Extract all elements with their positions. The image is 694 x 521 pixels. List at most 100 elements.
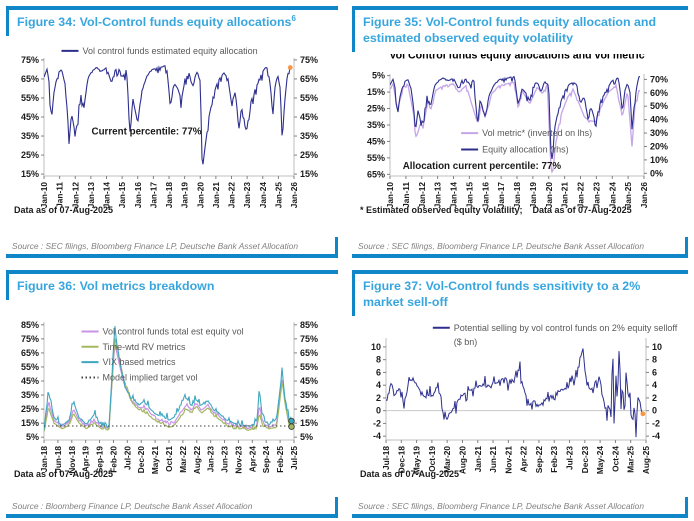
svg-text:75%: 75%: [21, 334, 39, 344]
svg-text:Jan-23: Jan-23: [242, 182, 252, 209]
svg-text:45%: 45%: [21, 112, 39, 122]
svg-text:5%: 5%: [300, 432, 313, 442]
panel-top-rule: [352, 6, 688, 10]
svg-text:Vol metric* (inverted on lhs): Vol metric* (inverted on lhs): [482, 128, 592, 138]
svg-text:35%: 35%: [367, 120, 385, 130]
figure-34-title: Figure 34: Vol-Control funds equity allo…: [6, 10, 338, 37]
svg-text:Jan-17: Jan-17: [148, 182, 158, 209]
svg-text:Jan-20: Jan-20: [195, 182, 205, 209]
svg-text:Aug-25: Aug-25: [641, 446, 651, 475]
svg-text:Jan-10: Jan-10: [39, 182, 49, 209]
svg-text:5%: 5%: [372, 71, 385, 81]
svg-text:Jun-18: Jun-18: [53, 446, 63, 473]
svg-text:Feb-23: Feb-23: [549, 446, 559, 473]
panel-bottom-rule: [6, 254, 338, 258]
footnote-and-data-note: * Estimated observed equity volatility; …: [360, 205, 632, 216]
svg-text:Feb-20: Feb-20: [108, 446, 118, 473]
svg-text:2: 2: [376, 393, 381, 403]
svg-text:15%: 15%: [300, 169, 318, 179]
footnote-marker: 6: [291, 14, 296, 23]
svg-text:40%: 40%: [650, 115, 668, 125]
svg-text:Jan-18: Jan-18: [164, 182, 174, 209]
svg-text:8: 8: [652, 355, 657, 365]
svg-text:Jun-23: Jun-23: [220, 446, 230, 473]
svg-text:55%: 55%: [300, 362, 318, 372]
source-line: Source : Bloomberg Finance LP, Deutsche …: [6, 497, 338, 514]
svg-text:85%: 85%: [21, 320, 39, 330]
svg-text:Apr-19: Apr-19: [81, 446, 91, 473]
svg-text:Jan-26: Jan-26: [289, 182, 299, 209]
svg-text:Vol control funds total est eq: Vol control funds total est equity vol: [103, 327, 244, 337]
svg-text:10%: 10%: [650, 155, 668, 165]
svg-text:($ bn): ($ bn): [454, 337, 478, 347]
svg-text:Jan-18: Jan-18: [39, 446, 49, 473]
svg-text:Jan-14: Jan-14: [449, 182, 459, 209]
svg-text:Sep-24: Sep-24: [261, 446, 271, 474]
svg-text:60%: 60%: [650, 88, 668, 98]
source-text: Source : SEC filings, Bloomberg Finance …: [12, 241, 298, 251]
svg-text:Jan-24: Jan-24: [258, 182, 268, 209]
svg-text:5%: 5%: [26, 432, 39, 442]
svg-text:Dec-18: Dec-18: [396, 446, 406, 474]
figure-35-title-text: Figure 35: Vol-Control funds equity allo…: [363, 15, 657, 46]
svg-text:Vol Control funds equity alloc: Vol Control funds equity allocations and…: [389, 54, 644, 62]
svg-text:-4: -4: [373, 431, 381, 441]
data-as-of-note: Data as of 07-Aug-2025: [14, 469, 114, 480]
panel-bottom-rule: [352, 514, 688, 518]
svg-text:Aug-20: Aug-20: [457, 446, 467, 475]
svg-text:Jan-13: Jan-13: [433, 182, 443, 209]
svg-text:Sep-22: Sep-22: [534, 446, 544, 474]
svg-text:Nov-23: Nov-23: [233, 446, 243, 474]
svg-text:45%: 45%: [21, 376, 39, 386]
svg-text:Jan-13: Jan-13: [86, 182, 96, 209]
svg-text:4: 4: [376, 380, 381, 390]
svg-text:35%: 35%: [300, 131, 318, 141]
source-text: Source : SEC filings, Bloomberg Finance …: [358, 501, 644, 511]
svg-text:May-21: May-21: [150, 446, 160, 475]
svg-text:Current percentile: 77%: Current percentile: 77%: [92, 127, 202, 138]
svg-text:45%: 45%: [300, 112, 318, 122]
svg-text:Apr-24: Apr-24: [247, 446, 257, 473]
svg-text:70%: 70%: [650, 75, 668, 85]
svg-text:Mar-20: Mar-20: [442, 446, 452, 473]
data-as-of-note: Data as of 07-Aug-2025: [14, 205, 114, 216]
svg-text:2: 2: [652, 393, 657, 403]
svg-text:Jan-21: Jan-21: [211, 182, 221, 209]
figure-34-title-text: Figure 34: Vol-Control funds equity allo…: [17, 15, 292, 30]
svg-text:Jan-12: Jan-12: [417, 182, 427, 209]
svg-text:15%: 15%: [21, 418, 39, 428]
svg-text:25%: 25%: [21, 150, 39, 160]
svg-text:45%: 45%: [367, 137, 385, 147]
svg-text:Jan-14: Jan-14: [102, 182, 112, 209]
svg-text:Jan-12: Jan-12: [70, 182, 80, 209]
svg-text:Jan-10: Jan-10: [385, 182, 395, 209]
svg-text:Oct-24: Oct-24: [610, 446, 620, 472]
source-text: Source : Bloomberg Finance LP, Deutsche …: [12, 501, 253, 511]
figure-37-title: Figure 37: Vol-Control funds sensitivity…: [352, 274, 688, 317]
svg-text:Mar-22: Mar-22: [178, 446, 188, 473]
svg-text:25%: 25%: [300, 150, 318, 160]
svg-text:Dec-20: Dec-20: [136, 446, 146, 474]
figure-37-title-text: Figure 37: Vol-Control funds sensitivity…: [363, 279, 641, 310]
svg-text:Jan-21: Jan-21: [473, 446, 483, 473]
svg-text:30%: 30%: [650, 128, 668, 138]
svg-text:65%: 65%: [21, 348, 39, 358]
svg-text:Jan-15: Jan-15: [464, 182, 474, 209]
figure-35-panel: Figure 35: Vol-Control funds equity allo…: [352, 6, 688, 258]
svg-text:35%: 35%: [300, 390, 318, 400]
svg-text:Jan-26: Jan-26: [639, 182, 649, 209]
svg-text:Nov-18: Nov-18: [67, 446, 77, 474]
svg-text:-4: -4: [652, 431, 660, 441]
figure-34-panel: Figure 34: Vol-Control funds equity allo…: [6, 6, 338, 258]
svg-text:0: 0: [376, 406, 381, 416]
svg-text:65%: 65%: [300, 74, 318, 84]
svg-text:15%: 15%: [300, 418, 318, 428]
svg-text:25%: 25%: [21, 404, 39, 414]
allocation-vol-chart: 5% 15% 25% 35% 45% 55% 65% 70% 60% 50% 40% 30% 20% 10…: [354, 54, 688, 218]
svg-text:Jan-23: Jan-23: [591, 182, 601, 209]
svg-text:Feb-25: Feb-25: [275, 446, 285, 473]
svg-text:0: 0: [652, 406, 657, 416]
svg-text:65%: 65%: [21, 74, 39, 84]
svg-text:Jun-21: Jun-21: [488, 446, 498, 473]
svg-text:Jan-23: Jan-23: [206, 446, 216, 473]
